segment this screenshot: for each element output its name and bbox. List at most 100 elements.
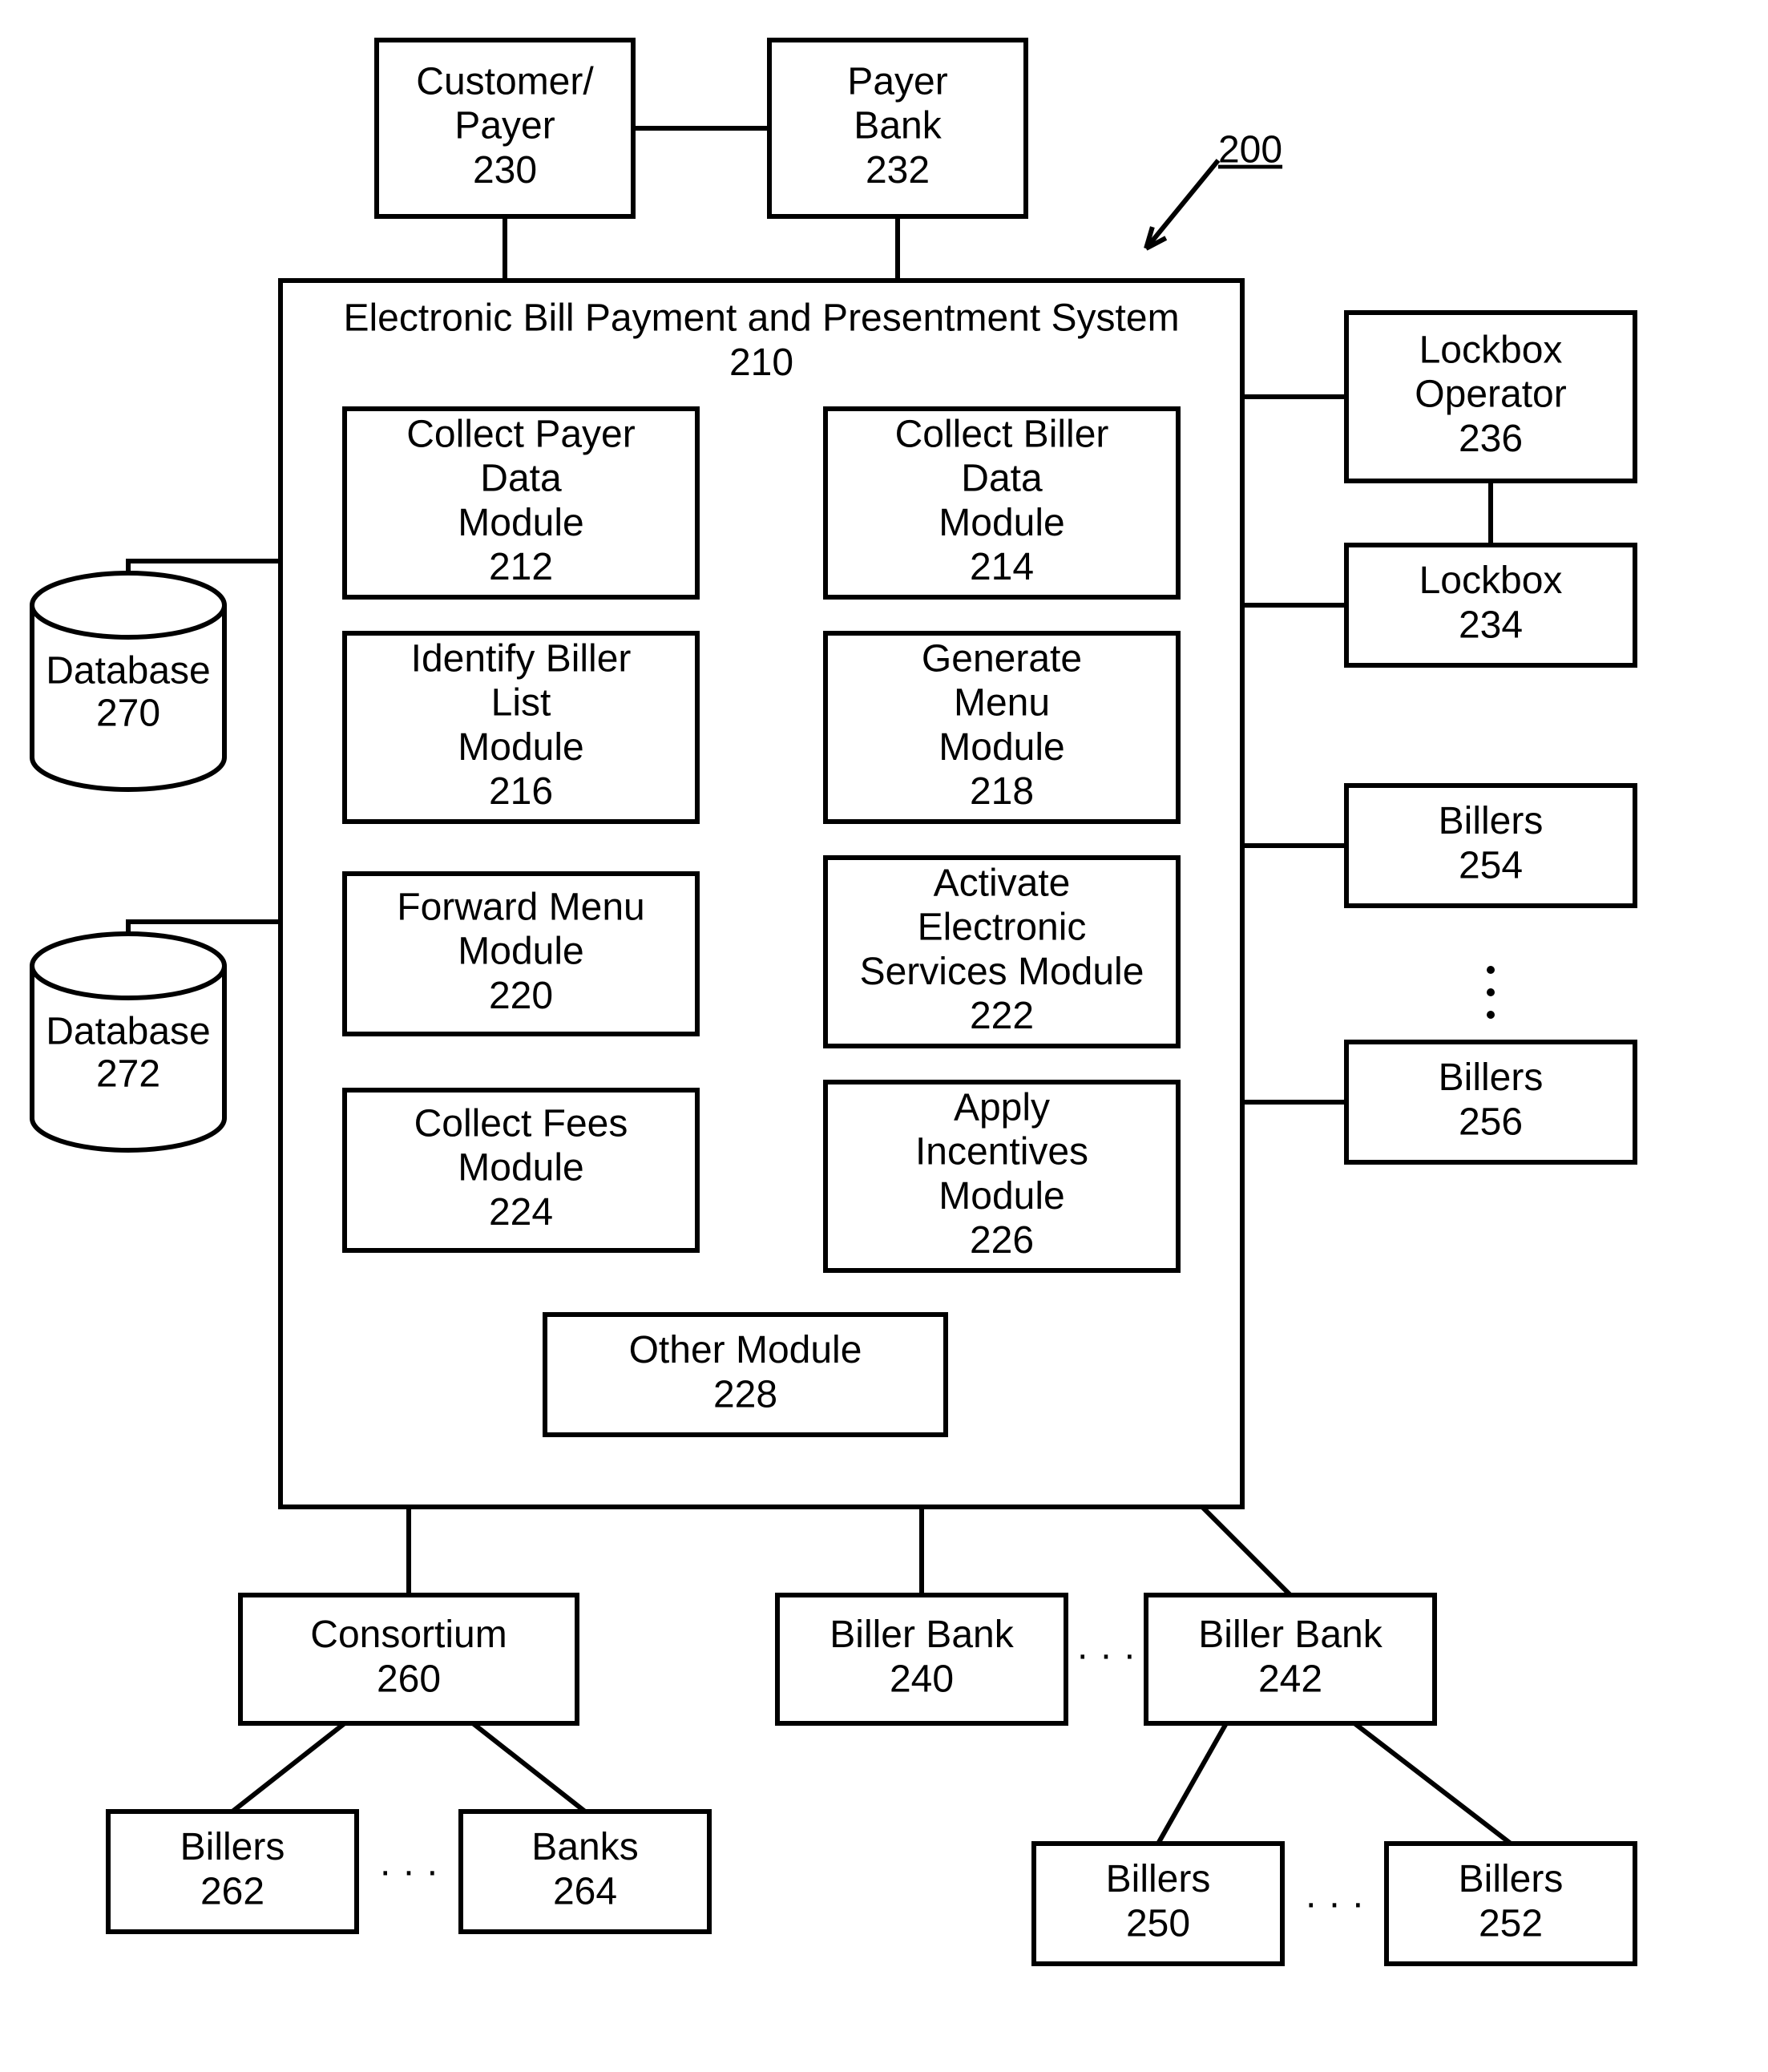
connector <box>232 1723 345 1811</box>
m226-label: Module <box>938 1175 1064 1218</box>
billers-254-label: 254 <box>1459 844 1523 887</box>
consortium: Consortium260 <box>240 1595 577 1723</box>
customer-payer-label: 230 <box>473 149 537 192</box>
database-270-label: Database <box>46 650 210 693</box>
m214-label: 214 <box>970 546 1034 588</box>
biller-bank-242: Biller Bank242 <box>1146 1595 1435 1723</box>
lockbox-operator-label: 236 <box>1459 418 1523 460</box>
m214-label: Data <box>961 458 1043 500</box>
ref-200-arrow <box>1146 160 1218 248</box>
biller-bank-240-label: 240 <box>890 1658 954 1700</box>
lockbox: Lockbox234 <box>1346 545 1635 665</box>
system-title: Electronic Bill Payment and Presentment … <box>343 297 1179 340</box>
banks-264-label: Banks <box>531 1826 638 1868</box>
m218-label: 218 <box>970 770 1034 813</box>
m222-label: 222 <box>970 995 1034 1037</box>
billers-262: Billers262 <box>108 1811 357 1932</box>
m228: Other Module228 <box>545 1315 946 1435</box>
m220-label: Forward Menu <box>397 886 644 928</box>
m220-label: 220 <box>489 975 553 1017</box>
vdots <box>1487 988 1495 996</box>
m212-label: 212 <box>489 546 553 588</box>
consortium-label: 260 <box>377 1658 441 1700</box>
m222-label: Services Module <box>860 951 1144 993</box>
lockbox-label: Lockbox <box>1419 559 1563 602</box>
m226-label: 226 <box>970 1219 1034 1262</box>
m222-label: Electronic <box>918 907 1087 949</box>
m218-label: Generate <box>922 637 1082 680</box>
m218-label: Menu <box>954 682 1050 725</box>
banks-264-label: 264 <box>553 1870 617 1912</box>
biller-bank-240: Biller Bank240 <box>777 1595 1066 1723</box>
billers-254-label: Billers <box>1439 800 1544 842</box>
lockbox-label: 234 <box>1459 604 1523 646</box>
m222: ActivateElectronicServices Module222 <box>825 858 1178 1046</box>
billers-256: Billers256 <box>1346 1042 1635 1162</box>
connector <box>1202 1507 1290 1595</box>
m216-label: Module <box>458 726 583 769</box>
system-title: 210 <box>729 341 793 384</box>
billers-252-label: Billers <box>1459 1858 1564 1900</box>
billers-256-label: Billers <box>1439 1056 1544 1099</box>
billers-252: Billers252 <box>1387 1844 1635 1964</box>
payer-bank-label: Payer <box>847 60 947 103</box>
m218: GenerateMenuModule218 <box>825 633 1178 822</box>
m220-label: Module <box>458 931 583 973</box>
biller-bank-240-label: Biller Bank <box>830 1614 1014 1656</box>
lockbox-operator-label: Lockbox <box>1419 329 1563 371</box>
billers-252-label: 252 <box>1479 1902 1543 1945</box>
m224: Collect FeesModule224 <box>345 1090 697 1250</box>
vdots <box>1487 1011 1495 1019</box>
m212-label: Module <box>458 502 583 544</box>
m216-label: List <box>491 682 551 725</box>
m216-label: Identify Biller <box>411 637 632 680</box>
connector <box>1354 1723 1511 1844</box>
database-272-label: 272 <box>96 1052 160 1095</box>
m214-label: Module <box>938 502 1064 544</box>
billers-254: Billers254 <box>1346 786 1635 906</box>
database-272: Database272 <box>32 934 224 1150</box>
m224-label: Module <box>458 1147 583 1189</box>
m228-label: 228 <box>713 1373 777 1416</box>
hdots-cons: · · · <box>379 1850 439 1892</box>
m214: Collect BillerDataModule214 <box>825 409 1178 597</box>
database-272-label: Database <box>46 1011 210 1053</box>
connector <box>128 561 281 573</box>
customer-payer-label: Payer <box>454 105 555 147</box>
billers-256-label: 256 <box>1459 1101 1523 1143</box>
hdots-banks: · · · <box>1076 1634 1136 1676</box>
billers-262-label: Billers <box>180 1826 285 1868</box>
m226-label: Incentives <box>915 1131 1088 1173</box>
customer-payer-label: Customer/ <box>416 60 594 103</box>
vdots <box>1487 966 1495 974</box>
m212: Collect PayerDataModule212 <box>345 409 697 597</box>
m224-label: Collect Fees <box>414 1102 628 1145</box>
m212-label: Data <box>480 458 562 500</box>
billers-250: Billers250 <box>1034 1844 1282 1964</box>
consortium-label: Consortium <box>310 1614 507 1656</box>
billers-250-label: 250 <box>1126 1902 1190 1945</box>
m220: Forward MenuModule220 <box>345 874 697 1034</box>
lockbox-operator-label: Operator <box>1415 374 1566 416</box>
biller-bank-242-label: Biller Bank <box>1198 1614 1383 1656</box>
m226-label: Apply <box>954 1086 1050 1129</box>
biller-bank-242-label: 242 <box>1258 1658 1322 1700</box>
connector <box>128 922 281 934</box>
m212-label: Collect Payer <box>406 413 635 455</box>
payer-bank-label: 232 <box>866 149 930 192</box>
connector <box>473 1723 585 1811</box>
m214-label: Collect Biller <box>895 413 1109 455</box>
database-270: Database270 <box>32 573 224 790</box>
ref-200: 200 <box>1218 129 1282 172</box>
m216-label: 216 <box>489 770 553 813</box>
m222-label: Activate <box>934 862 1071 904</box>
m226: ApplyIncentivesModule226 <box>825 1082 1178 1270</box>
payer-bank-label: Bank <box>854 105 942 147</box>
connector <box>1158 1723 1226 1844</box>
billers-250-label: Billers <box>1106 1858 1211 1900</box>
customer-payer: Customer/Payer230 <box>377 40 633 216</box>
billers-262-label: 262 <box>200 1870 264 1912</box>
m224-label: 224 <box>489 1191 553 1234</box>
payer-bank: PayerBank232 <box>769 40 1026 216</box>
m218-label: Module <box>938 726 1064 769</box>
